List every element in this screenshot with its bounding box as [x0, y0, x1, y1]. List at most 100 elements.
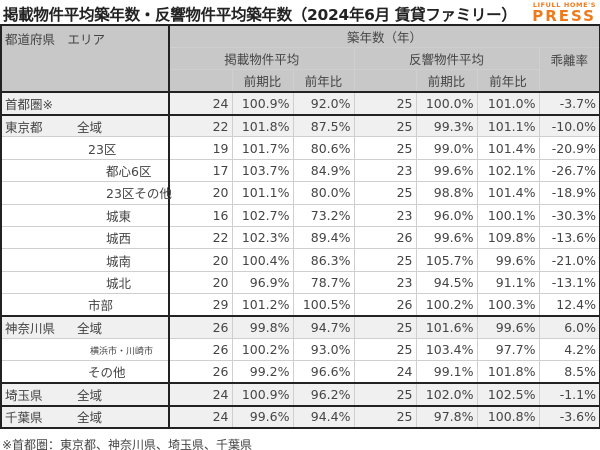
area-cell: 市部: [0, 293, 170, 317]
sub-area-label: 23区: [88, 141, 117, 157]
divergence-cell: -20.9%: [538, 136, 600, 160]
inquiry-age-cell: 25: [353, 91, 417, 116]
inquiry-age-blank: [353, 69, 417, 93]
inquiry-qoq-cell: 99.0%: [415, 136, 478, 160]
listed-qoq-cell: 99.8%: [231, 315, 294, 339]
inquiry-age-cell: 23: [353, 158, 417, 183]
listed-age-cell: 22: [168, 113, 233, 138]
listed-qoq-cell: 101.2%: [231, 293, 294, 317]
table-row: 都心6区 17 103.7% 84.9% 23 99.6% 102.1% -26.7%: [0, 158, 600, 183]
listed-qoq-cell: 96.9%: [231, 270, 294, 295]
listed-age-cell: 19: [168, 136, 233, 160]
area-cell: 東京都 全域: [0, 113, 170, 138]
table-row: 横浜市・川崎市 26 100.2% 93.0% 25 103.4% 97.7% 4.2%: [0, 337, 600, 362]
listed-yoy-cell: 92.0%: [292, 91, 355, 116]
listed-age-cell: 20: [168, 270, 233, 295]
area-label: 全域: [77, 321, 103, 337]
listed-qoq-cell: 99.2%: [231, 360, 294, 384]
listed-age-cell: 17: [168, 158, 233, 183]
inquiry-qoq-cell: 98.8%: [415, 181, 478, 205]
col-header-inquiry-qoq: 前期比: [415, 69, 478, 93]
inquiry-yoy-cell: 100.1%: [476, 203, 540, 228]
inquiry-qoq-cell: 101.6%: [415, 315, 478, 339]
table-row: 23区 19 101.7% 80.6% 25 99.0% 101.4% -20.9%: [0, 136, 600, 160]
sub-area-label: その他: [88, 365, 126, 381]
area-label: 全域: [77, 387, 103, 403]
sub-area-label: 横浜市・川崎市: [90, 347, 154, 358]
listed-age-cell: 26: [168, 315, 233, 339]
listed-yoy-cell: 89.4%: [292, 226, 355, 250]
listed-age-cell: 20: [168, 181, 233, 205]
inquiry-yoy-cell: 101.4%: [476, 181, 540, 205]
page-title: 掲載物件平均築年数・反響物件平均築年数（2024年6月 賃貸ファミリー）: [3, 6, 517, 24]
inquiry-qoq-cell: 100.2%: [415, 293, 478, 317]
table-row: 23区その他 20 101.1% 80.0% 25 98.8% 101.4% -18.9%: [0, 181, 600, 205]
listed-yoy-cell: 84.9%: [292, 158, 355, 183]
listed-yoy-cell: 100.5%: [292, 293, 355, 317]
group-header-listed: 掲載物件平均: [168, 46, 355, 71]
col-header-area: 都道府県 エリア: [0, 24, 170, 93]
inquiry-qoq-cell: 97.8%: [415, 404, 478, 429]
area-cell: 首都圏※: [0, 91, 170, 116]
age-table: 都道府県 エリア 築年数（年） 掲載物件平均 反響物件平均 乖離率 前期比 前年…: [0, 24, 600, 430]
listed-age-cell: 24: [168, 404, 233, 429]
area-cell: 城南: [0, 248, 170, 272]
inquiry-age-cell: 25: [353, 315, 417, 339]
listed-age-cell: 26: [168, 337, 233, 362]
area-label: 全域: [77, 410, 103, 426]
inquiry-qoq-cell: 102.0%: [415, 382, 478, 407]
sub-area-label: 23区その他: [106, 186, 172, 202]
area-cell: 城東: [0, 203, 170, 228]
inquiry-qoq-cell: 99.6%: [415, 158, 478, 183]
inquiry-qoq-cell: 105.7%: [415, 248, 478, 272]
divergence-cell: -26.7%: [538, 158, 600, 183]
area-cell: 千葉県 全域: [0, 404, 170, 429]
listed-qoq-cell: 100.9%: [231, 91, 294, 116]
table-row: 東京都 全域 22 101.8% 87.5% 25 99.3% 101.1% -10.0%: [0, 113, 600, 138]
divergence-cell: -13.1%: [538, 270, 600, 295]
area-cell: 神奈川県 全域: [0, 315, 170, 339]
inquiry-age-cell: 26: [353, 293, 417, 317]
table-body: 首都圏※ 24 100.9% 92.0% 25 100.0% 101.0% -3.7% 東京都全…: [0, 91, 600, 429]
inquiry-age-cell: 23: [353, 203, 417, 228]
col-header-listed-yoy: 前年比: [292, 69, 355, 93]
table-row: 城西 22 102.3% 89.4% 26 99.6% 109.8% -13.6%: [0, 226, 600, 250]
col-header-listed-qoq: 前期比: [231, 69, 294, 93]
col-header-inquiry-yoy: 前年比: [476, 69, 540, 93]
area-cell: 都心6区: [0, 158, 170, 183]
area-cell: 城西: [0, 226, 170, 250]
inquiry-yoy-cell: 102.1%: [476, 158, 540, 183]
table-row: 市部 29 101.2% 100.5% 26 100.2% 100.3% 12.4%: [0, 293, 600, 317]
inquiry-age-cell: 25: [353, 337, 417, 362]
listed-yoy-cell: 96.2%: [292, 382, 355, 407]
area-cell: 埼玉県 全域: [0, 382, 170, 407]
divergence-cell: -3.6%: [538, 404, 600, 429]
inquiry-age-cell: 26: [353, 226, 417, 250]
prefecture-label: 埼玉県: [5, 387, 43, 403]
listed-qoq-cell: 101.8%: [231, 113, 294, 138]
listed-qoq-cell: 101.1%: [231, 181, 294, 205]
listed-qoq-cell: 99.6%: [231, 404, 294, 429]
inquiry-qoq-cell: 100.0%: [415, 91, 478, 116]
inquiry-age-cell: 25: [353, 382, 417, 407]
table-row: 城南 20 100.4% 86.3% 25 105.7% 99.6% -21.0%: [0, 248, 600, 272]
inquiry-age-cell: 25: [353, 181, 417, 205]
prefecture-label: 神奈川県: [5, 321, 56, 337]
table-row: その他 26 99.2% 96.6% 24 99.1% 101.8% 8.5%: [0, 360, 600, 384]
inquiry-yoy-cell: 99.6%: [476, 315, 540, 339]
divergence-cell: -18.9%: [538, 181, 600, 205]
footnote: ※首都圏：東京都、神奈川県、埼玉県、千葉県: [2, 438, 253, 450]
listed-qoq-cell: 100.9%: [231, 382, 294, 407]
table-row: 城東 16 102.7% 73.2% 23 96.0% 100.1% -30.3%: [0, 203, 600, 228]
area-cell: その他: [0, 360, 170, 384]
inquiry-qoq-cell: 99.1%: [415, 360, 478, 384]
inquiry-age-cell: 25: [353, 248, 417, 272]
inquiry-age-cell: 25: [353, 113, 417, 138]
listed-qoq-cell: 100.4%: [231, 248, 294, 272]
listed-age-cell: 24: [168, 91, 233, 116]
inquiry-yoy-cell: 100.3%: [476, 293, 540, 317]
title-bar: 掲載物件平均築年数・反響物件平均築年数（2024年6月 賃貸ファミリー） LIF…: [0, 0, 600, 24]
divergence-cell: 8.5%: [538, 360, 600, 384]
listed-yoy-cell: 94.7%: [292, 315, 355, 339]
listed-yoy-cell: 93.0%: [292, 337, 355, 362]
